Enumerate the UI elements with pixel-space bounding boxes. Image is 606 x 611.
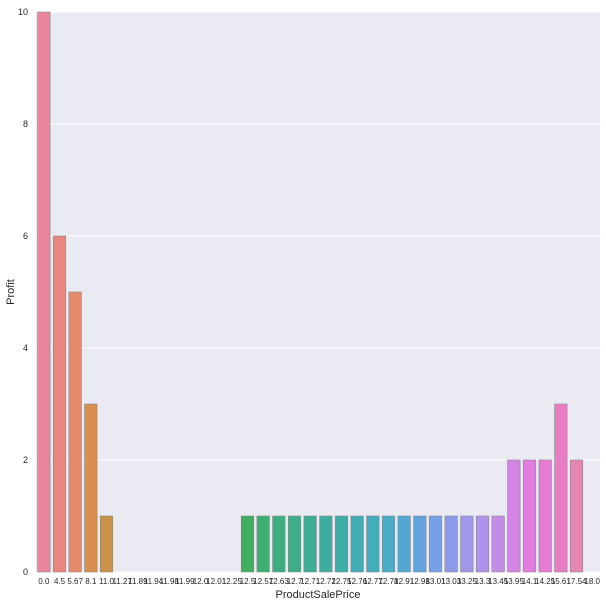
bar [554,403,568,573]
x-tick-label: 13.95 [504,577,525,586]
x-tick-labels: 0.0 4.5 5.67 8.1 11.011.2711.8911.9411.9811.… [38,577,600,586]
x-tick-label: 14.1 [522,577,538,586]
x-tick-label: 13.25 [457,577,478,586]
bar [538,459,552,573]
x-tick-label: 12.57 [253,577,274,586]
x-tick-label: 15.61 [551,577,572,586]
plot-area [36,12,600,572]
x-tick-label: 8.1 [85,577,97,586]
bar [84,403,98,573]
x-tick-label: 17.54 [566,577,587,586]
y-tick-label: 10 [18,7,28,17]
bar [240,515,255,573]
x-tick-label: 13.03 [441,577,462,586]
bar [569,459,584,573]
x-tick-label: 11.89 [128,577,148,586]
x-tick-label: 11.98 [159,577,179,586]
x-tick-label: 12.7 [287,577,303,586]
x-tick-label: 12.0 [193,577,209,586]
bar [272,515,286,573]
x-tick-label: 12.77 [363,577,384,586]
x-tick-label: 12.76 [347,577,368,586]
x-tick-label: 11.94 [144,577,164,586]
bar [350,515,364,573]
grid-lines [36,11,600,573]
x-tick-label: 0.0 [38,577,50,586]
bar [444,515,458,573]
bar [491,515,505,573]
bar [303,515,317,573]
x-tick-label: 11.27 [112,577,132,586]
bar [68,291,82,573]
bar [475,515,490,573]
x-tick-label: 12.78 [378,577,399,586]
y-tick-label: 8 [23,119,28,129]
x-tick-label: 12.75 [331,577,352,586]
y-tick-label: 0 [23,567,28,577]
bar [37,11,51,573]
x-tick-label: 12.5 [240,577,256,586]
x-tick-label: 18.0 [584,577,600,586]
bar [52,235,67,573]
bar [334,515,349,573]
x-tick-label: 12.63 [269,577,290,586]
y-axis-label: Profit [5,279,17,305]
x-tick-label: 13.45 [488,577,509,586]
bar [522,459,537,573]
bar [319,515,333,573]
y-tick-label: 2 [23,455,28,465]
x-tick-label: 13.01 [425,577,446,586]
bar [287,515,302,573]
bar [413,515,427,573]
x-tick-label: 12.71 [300,577,321,586]
x-tick-label: 12.98 [410,577,431,586]
bar [256,515,270,573]
x-tick-label: 11.0 [99,577,115,586]
bar [507,459,521,573]
bar [397,515,411,573]
x-tick-label: 5.67 [67,577,83,586]
x-tick-label: 12.01 [206,577,227,586]
bars [37,11,584,573]
x-tick-label: 13.3 [475,577,491,586]
x-tick-label: 4.5 [54,577,66,586]
y-tick-label: 4 [23,343,28,353]
x-axis-label: ProductSalePrice [276,589,361,601]
bar [381,515,396,573]
x-tick-label: 12.25 [222,577,243,586]
bar [99,515,114,573]
bar [428,515,443,573]
y-tick-labels: 0 2 4 6 8 10 [18,7,28,577]
x-tick-label: 11.99 [175,577,195,586]
y-tick-label: 6 [23,231,28,241]
bar [460,515,474,573]
x-tick-label: 12.91 [394,577,415,586]
bar [366,515,380,573]
x-tick-label: 12.72 [316,577,337,586]
x-tick-label: 14.25 [535,577,556,586]
